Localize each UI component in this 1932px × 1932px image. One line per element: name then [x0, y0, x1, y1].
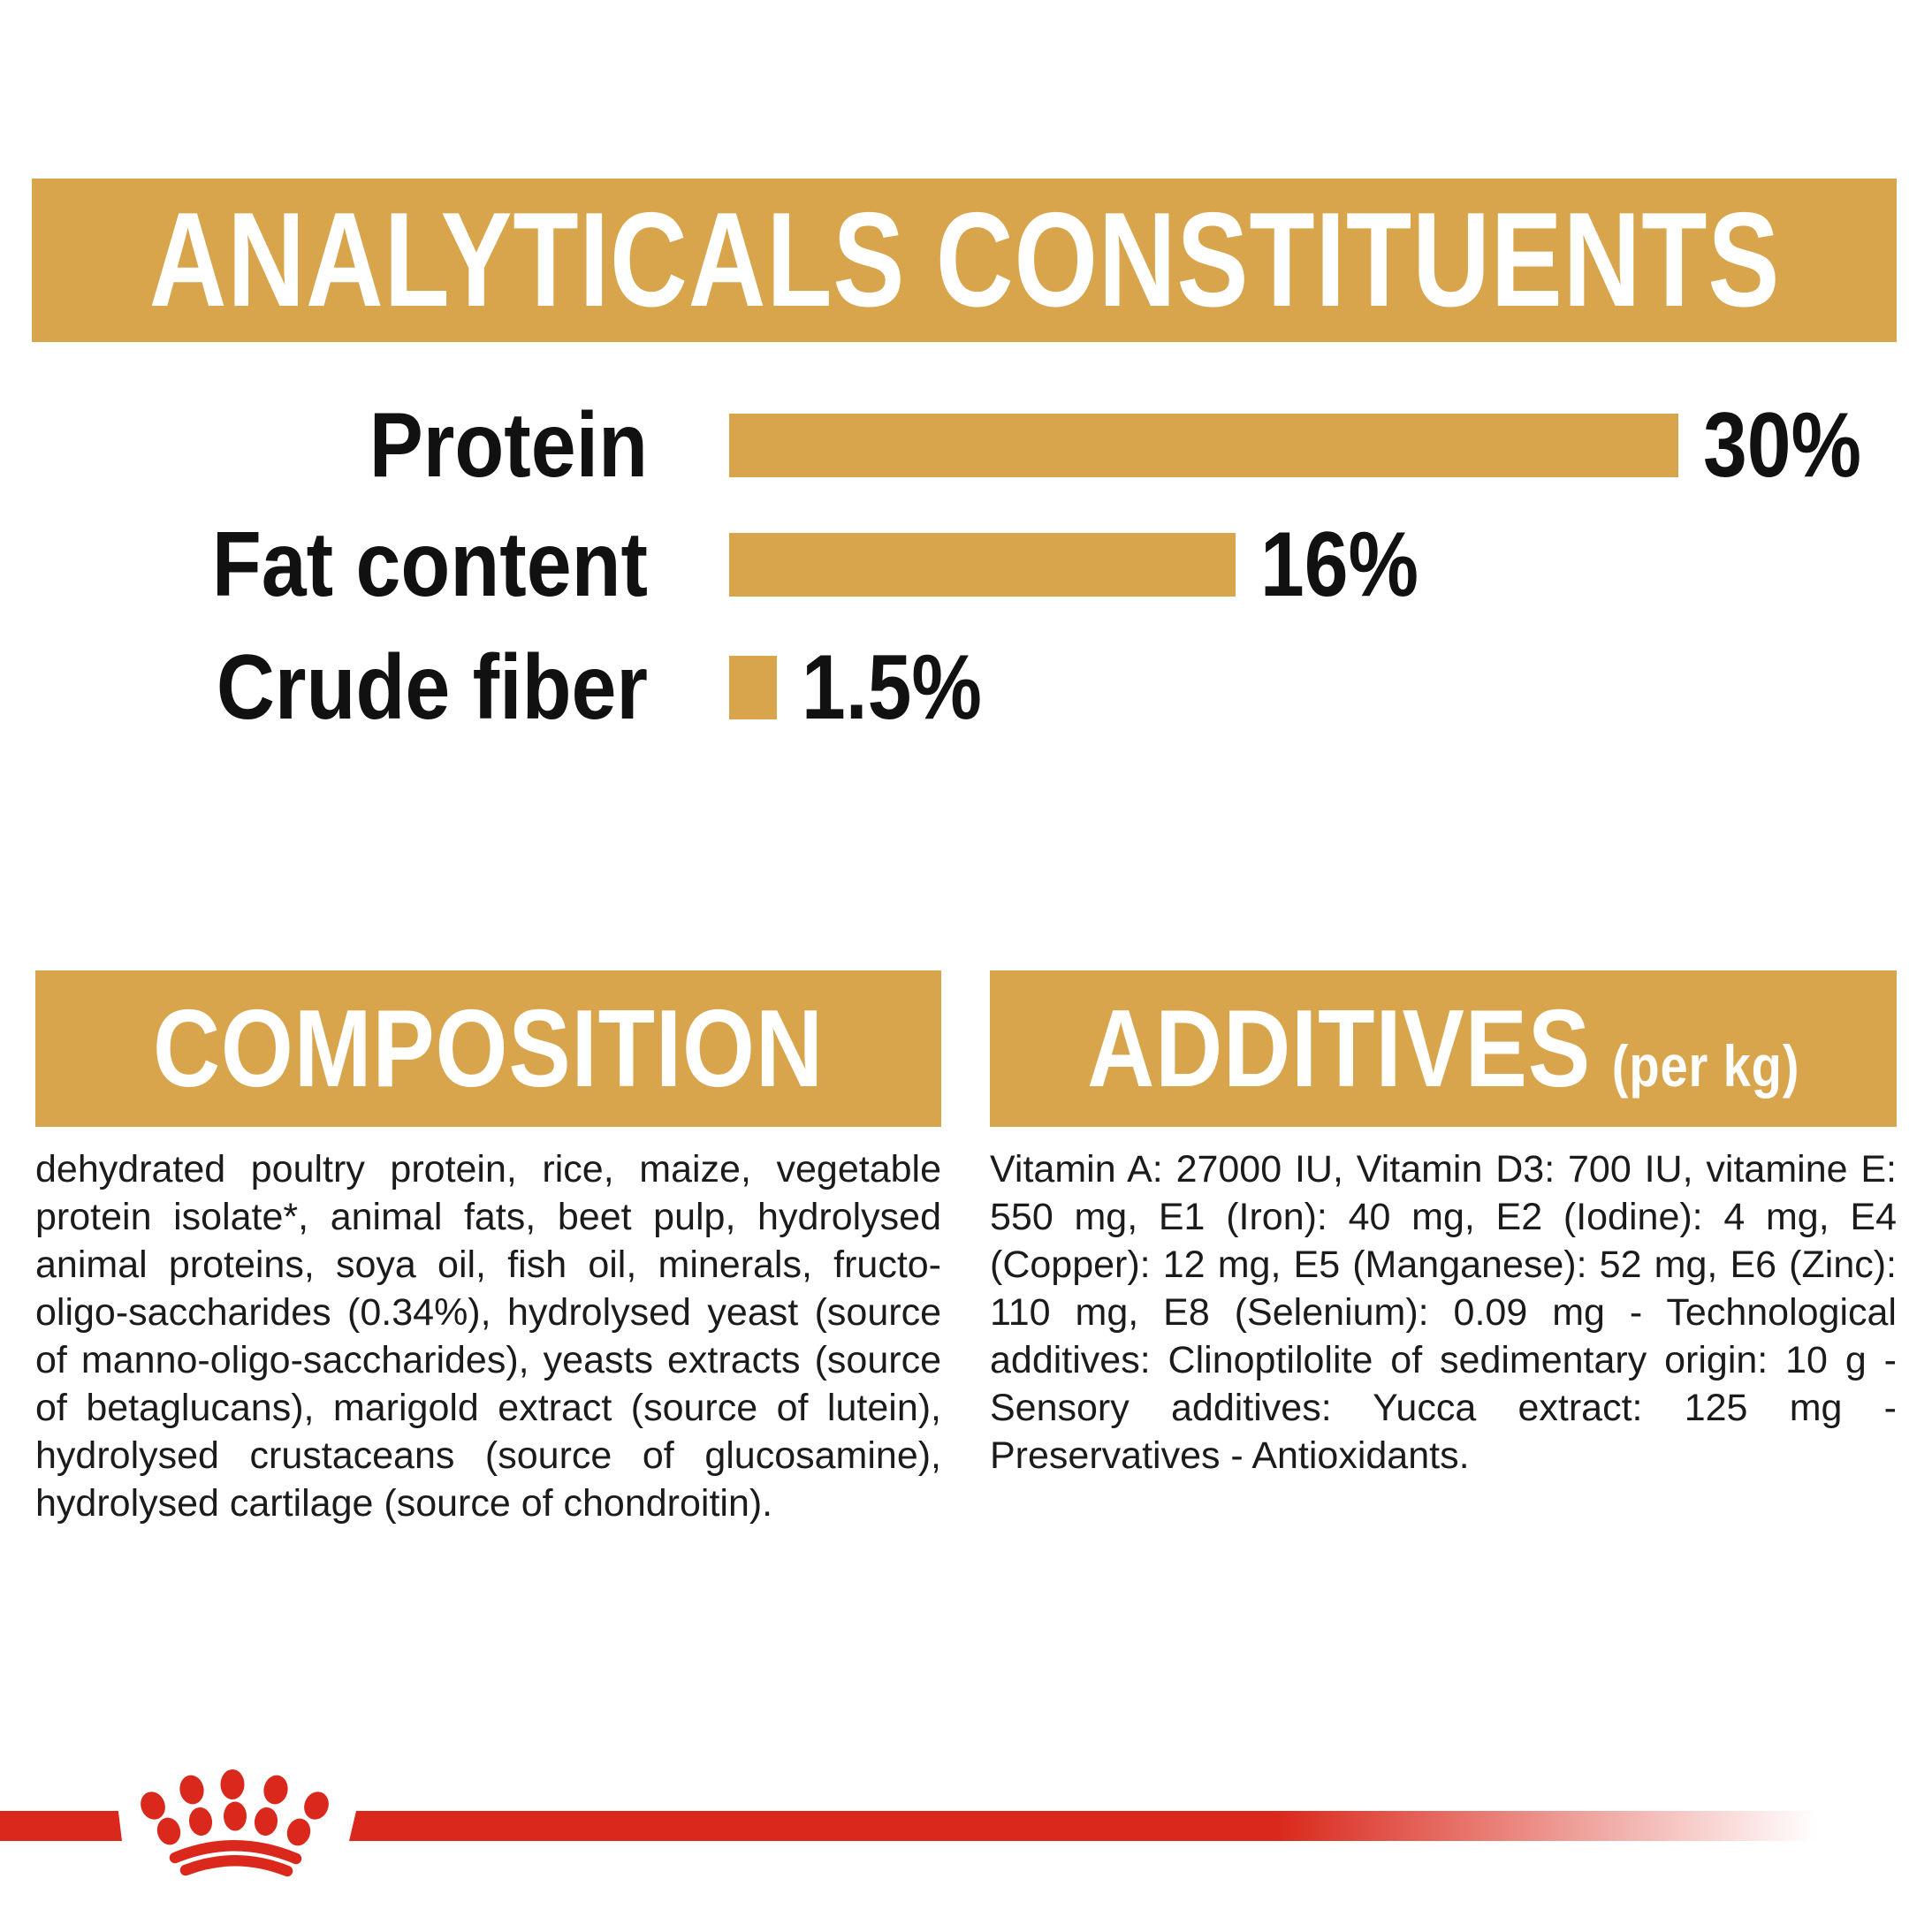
bar-label-protein: Protein [369, 393, 648, 497]
bar-value-protein: 30% [1703, 393, 1862, 497]
footer-red-stripe-left [0, 1811, 122, 1841]
bar-value-crude-fiber: 1.5% [801, 635, 982, 739]
analyticals-header-band: ANALYTICALS CONSTITUENTS [32, 179, 1897, 342]
bar-fat-content [729, 533, 1236, 597]
composition-body-text: dehydrated poultry protein, rice, maize,… [35, 1148, 941, 1525]
additives-body-text: Vitamin A: 27000 IU, Vitamin D3: 700 IU,… [990, 1148, 1897, 1477]
bar-row-crude-fiber: Crude fiber 1.5% [0, 626, 1932, 749]
bar-row-fat-content: Fat content 16% [0, 503, 1932, 627]
additives-title-main: ADDITIVES [1086, 987, 1591, 1110]
additives-title-suffix: (per kg) [1611, 1032, 1800, 1099]
composition-header-band: COMPOSITION [35, 970, 941, 1127]
additives-header-band: ADDITIVES (per kg) [990, 970, 1897, 1127]
bar-value-fat-content: 16% [1259, 513, 1419, 616]
footer-red-stripe-right [349, 1811, 1847, 1841]
bar-protein [729, 414, 1678, 477]
composition-title: COMPOSITION [153, 987, 824, 1110]
bar-crude-fiber [729, 656, 777, 719]
analyticals-title: ANALYTICALS CONSTITUENTS [148, 185, 1780, 335]
bar-row-protein: Protein 30% [0, 384, 1932, 507]
additives-title: ADDITIVES (per kg) [1087, 986, 1799, 1112]
royal-canin-crown-logo-icon [141, 1769, 329, 1877]
bar-label-crude-fiber: Crude fiber [216, 635, 648, 739]
bar-label-fat-content: Fat content [211, 513, 648, 616]
